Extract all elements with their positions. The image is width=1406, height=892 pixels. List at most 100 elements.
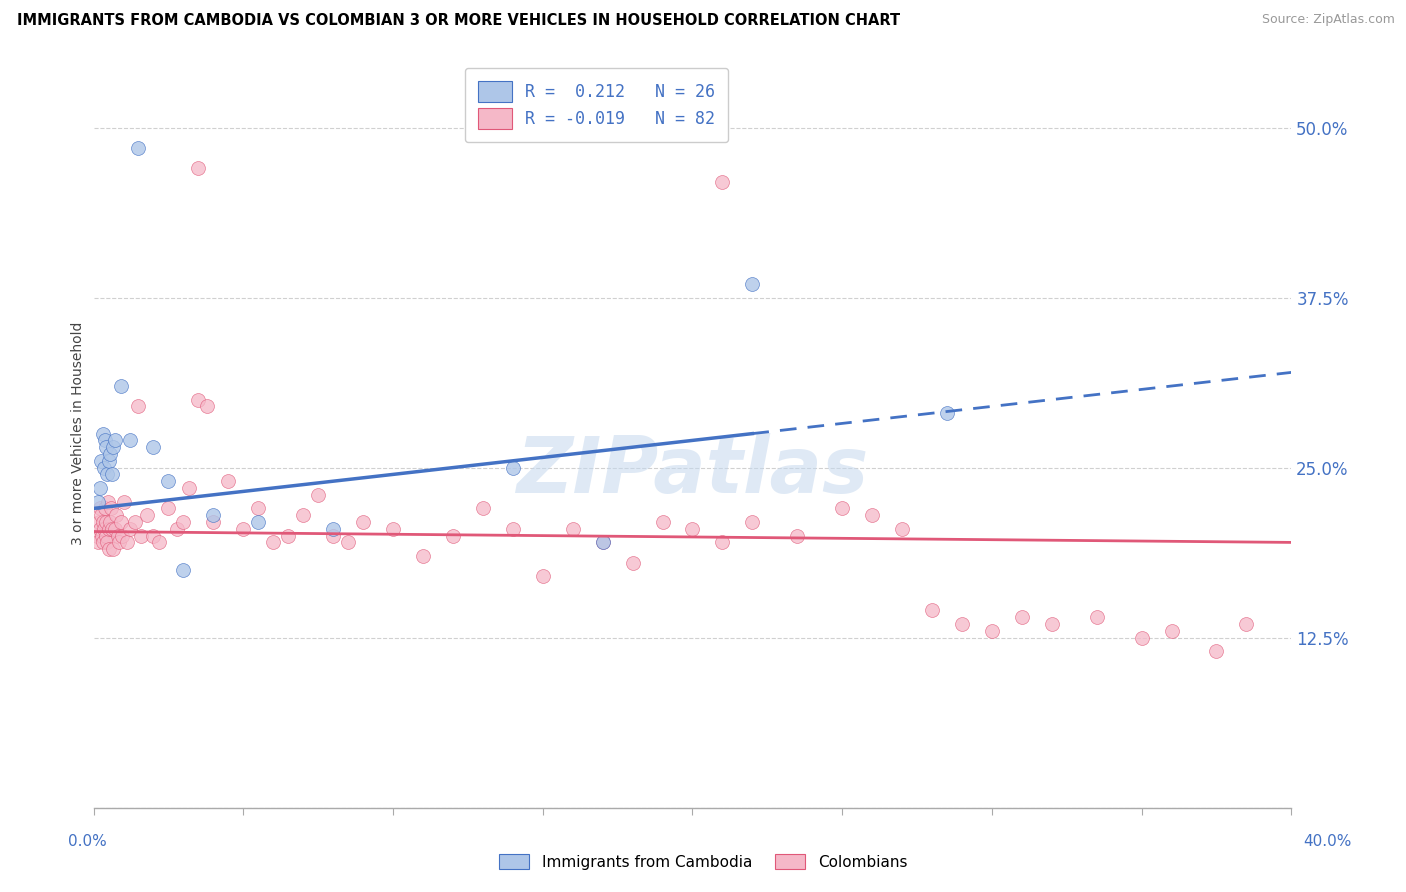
Point [382,522,405,536]
Point [96,535,118,549]
Point [142,440,165,454]
Point [621,556,644,570]
Point [202,508,225,523]
Point [980,624,1002,638]
Point [891,522,914,536]
Point [94,440,117,454]
Point [87,515,110,529]
Point [101,440,124,454]
Point [127,141,149,155]
Point [681,522,703,536]
Point [741,515,763,529]
Point [441,528,464,542]
Point [1085,610,1108,624]
Point [337,535,360,549]
Point [108,535,131,549]
Point [136,508,159,523]
Point [98,515,121,529]
Point [127,400,149,414]
Point [412,549,434,563]
Point [101,542,124,557]
Point [93,522,115,536]
Point [87,494,110,508]
Point [110,515,132,529]
Point [172,563,194,577]
Point [111,528,134,542]
Point [1234,617,1257,632]
Point [711,535,734,549]
Point [107,528,129,542]
Point [307,488,329,502]
Point [94,515,117,529]
Point [157,501,180,516]
Point [115,535,138,549]
Point [124,515,146,529]
Point [89,522,111,536]
Point [142,528,165,542]
Point [502,522,524,536]
Point [91,528,114,542]
Point [711,175,734,189]
Point [502,460,524,475]
Legend: Immigrants from Cambodia, Colombians: Immigrants from Cambodia, Colombians [491,846,915,877]
Point [91,535,114,549]
Point [651,515,673,529]
Point [90,508,112,523]
Point [110,379,132,393]
Point [1130,631,1153,645]
Point [187,392,209,407]
Point [262,535,284,549]
Point [157,474,180,488]
Point [105,508,128,523]
Point [87,535,110,549]
Point [103,434,125,448]
Point [86,528,108,542]
Point [118,522,141,536]
Point [179,481,201,495]
Point [91,515,114,529]
Point [103,522,125,536]
Point [93,460,115,475]
Point [247,501,270,516]
Point [592,535,614,549]
Text: Source: ZipAtlas.com: Source: ZipAtlas.com [1261,13,1395,27]
Point [112,494,135,508]
Point [471,501,494,516]
Point [292,508,315,523]
Point [131,528,153,542]
Point [950,617,973,632]
Point [1040,617,1063,632]
Point [94,528,117,542]
Point [277,528,299,542]
Point [89,481,111,495]
Legend: R =  0.212   N = 26, R = -0.019   N = 82: R = 0.212 N = 26, R = -0.019 N = 82 [465,68,728,142]
Point [202,515,225,529]
Point [98,522,121,536]
Point [352,515,374,529]
Point [322,528,344,542]
Point [118,434,141,448]
Point [100,467,122,482]
Point [100,501,122,516]
Point [96,467,118,482]
Point [561,522,583,536]
Point [921,603,943,617]
Point [786,528,808,542]
Point [936,406,959,420]
Point [94,434,117,448]
Point [172,515,194,529]
Point [322,522,344,536]
Point [91,426,114,441]
Text: 40.0%: 40.0% [1303,834,1351,848]
Text: IMMIGRANTS FROM CAMBODIA VS COLOMBIAN 3 OR MORE VEHICLES IN HOUSEHOLD CORRELATIO: IMMIGRANTS FROM CAMBODIA VS COLOMBIAN 3 … [17,13,900,29]
Point [97,494,120,508]
Point [217,474,239,488]
Point [831,501,853,516]
Point [94,501,117,516]
Y-axis label: 3 or more Vehicles in Household: 3 or more Vehicles in Household [72,322,86,545]
Text: ZIPatlas: ZIPatlas [516,433,869,509]
Point [97,454,120,468]
Point [1160,624,1182,638]
Point [90,454,112,468]
Point [860,508,883,523]
